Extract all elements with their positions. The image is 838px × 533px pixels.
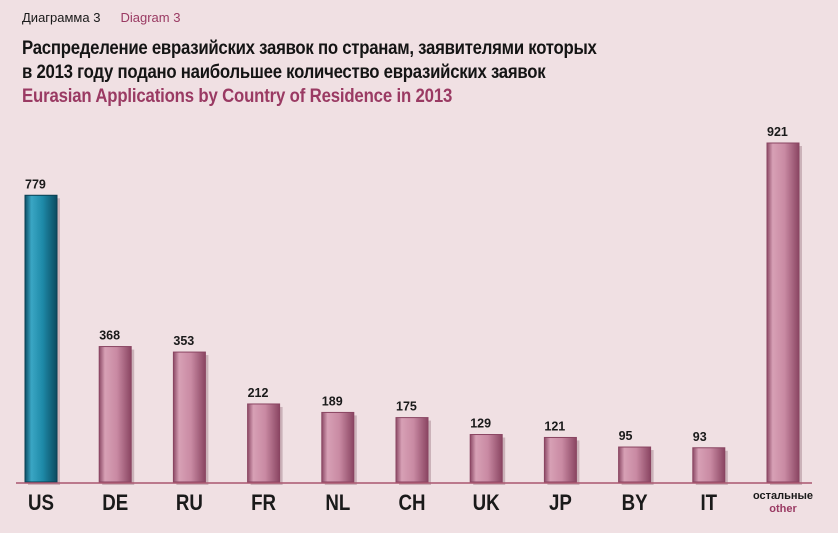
- bar-jp: [543, 436, 577, 483]
- value-label: 95: [619, 429, 633, 443]
- x-tick-label: UK: [473, 492, 500, 516]
- x-tick-label-en: other: [769, 503, 797, 515]
- x-tick-label: JP: [549, 492, 572, 516]
- value-label: 121: [544, 419, 565, 433]
- chart-title-ru-line1: Распределение евразийских заявок по стра…: [22, 37, 597, 59]
- diagram-number-ru: Диаграмма 3: [22, 10, 101, 25]
- value-label: 921: [767, 125, 788, 139]
- x-tick-label-ru: остальные: [753, 490, 813, 502]
- x-tick-label: CH: [398, 492, 425, 516]
- bar-nl: [321, 411, 355, 483]
- x-tick-label: US: [28, 492, 54, 516]
- bar-fr: [247, 403, 281, 483]
- value-label: 93: [693, 430, 707, 444]
- x-tick-label: NL: [325, 492, 350, 516]
- x-tick-label: IT: [700, 492, 717, 516]
- value-label: 129: [470, 417, 491, 431]
- value-label: 353: [173, 334, 194, 348]
- bar-uk: [469, 434, 503, 483]
- x-tick-label: RU: [176, 492, 203, 516]
- diagram-number-en: Diagram 3: [120, 10, 181, 25]
- bars-group: [24, 142, 802, 486]
- chart-title-en: Eurasian Applications by Country of Resi…: [22, 85, 453, 107]
- chart-header: Диаграмма 3 Diagram 3 Распределение евраз…: [22, 10, 822, 108]
- x-tick-label: BY: [622, 492, 648, 516]
- value-label: 779: [25, 177, 46, 191]
- chart-title-ru: Распределение евразийских заявок по стра…: [22, 36, 813, 84]
- bar-de: [98, 346, 132, 483]
- value-label: 189: [322, 394, 343, 408]
- bar-by: [618, 446, 652, 483]
- bar-ru: [172, 351, 206, 483]
- bar-other: [766, 142, 800, 483]
- x-tick-label: DE: [102, 492, 128, 516]
- chart-title-ru-line2: в 2013 году подано наибольшее количество…: [22, 61, 546, 83]
- value-label: 175: [396, 400, 417, 414]
- value-label: 368: [99, 329, 120, 343]
- bar-ch: [395, 417, 429, 483]
- diagram-number: Диаграмма 3 Diagram 3: [22, 10, 822, 26]
- x-tick-label: FR: [251, 492, 276, 516]
- bar-us: [24, 194, 58, 483]
- value-label: 212: [248, 386, 269, 400]
- bar-it: [692, 447, 726, 483]
- labels-group: 779 US 368 DE 353 RU 212 FR 189 NL 175 CH 129 UK 121 JP…: [25, 125, 813, 515]
